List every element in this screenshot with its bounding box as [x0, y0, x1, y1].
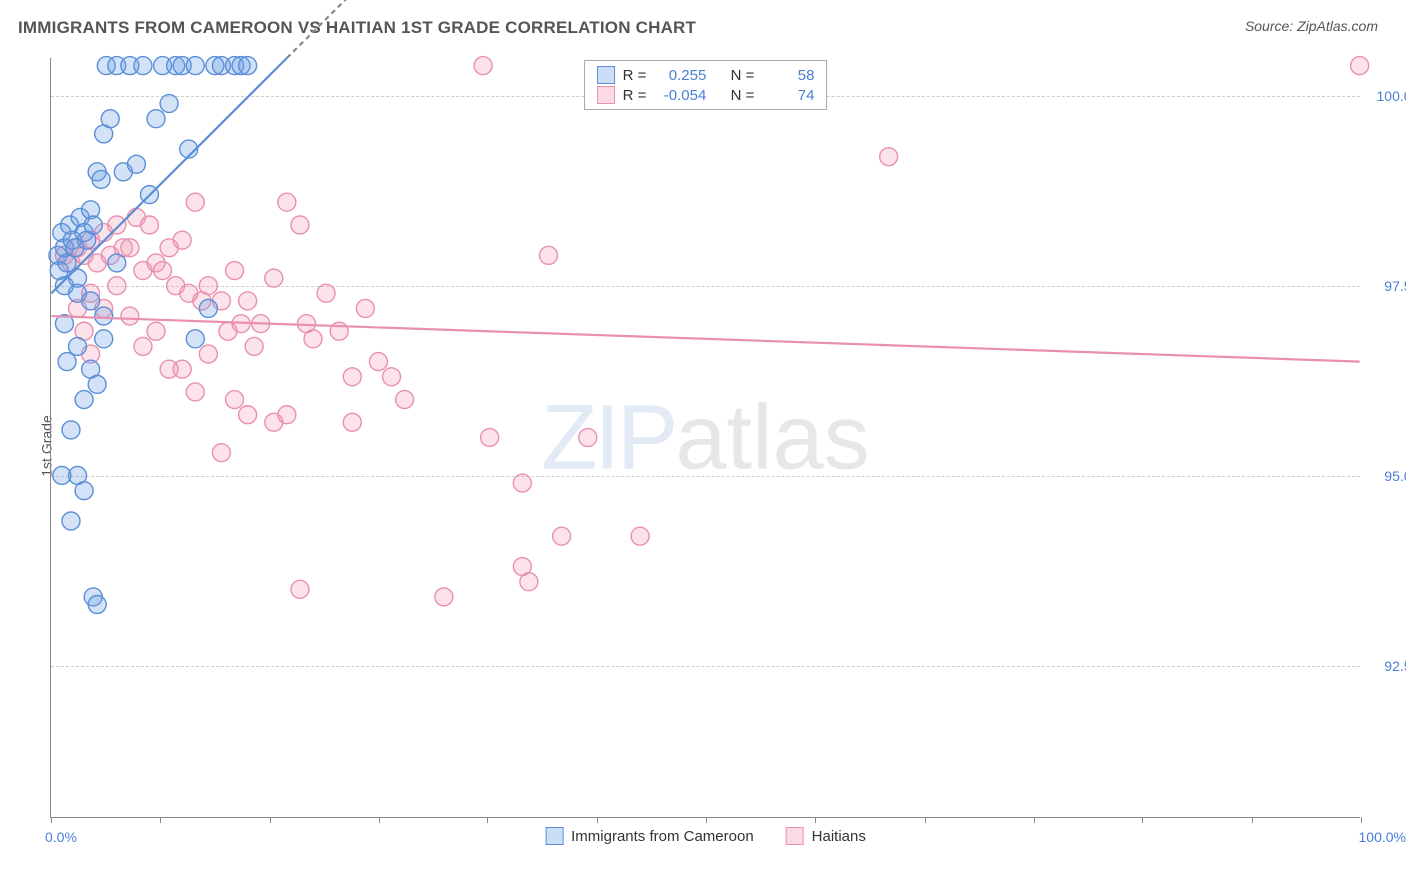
swatch-icon: [786, 827, 804, 845]
legend-row-series2: R = -0.054 N = 74: [597, 85, 815, 105]
x-axis-max-label: 100.0%: [1359, 829, 1406, 845]
legend-row-series1: R = 0.255 N = 58: [597, 65, 815, 85]
y-tick-label: 92.5%: [1364, 658, 1406, 674]
chart-plot-area: ZIPatlas R = 0.255 N = 58 R = -0.054 N =…: [50, 58, 1360, 818]
scatter-svg: [51, 58, 1360, 817]
series-legend: Immigrants from Cameroon Haitians: [545, 827, 866, 845]
y-tick-label: 100.0%: [1364, 88, 1406, 104]
correlation-legend: R = 0.255 N = 58 R = -0.054 N = 74: [584, 60, 828, 110]
chart-source: Source: ZipAtlas.com: [1245, 18, 1378, 34]
x-axis-min-label: 0.0%: [45, 829, 77, 845]
swatch-icon: [545, 827, 563, 845]
swatch-icon: [597, 86, 615, 104]
legend-item-series2: Haitians: [786, 827, 866, 845]
y-tick-label: 95.0%: [1364, 468, 1406, 484]
swatch-icon: [597, 66, 615, 84]
legend-item-series1: Immigrants from Cameroon: [545, 827, 754, 845]
chart-title: IMMIGRANTS FROM CAMEROON VS HAITIAN 1ST …: [18, 18, 696, 38]
y-tick-label: 97.5%: [1364, 278, 1406, 294]
